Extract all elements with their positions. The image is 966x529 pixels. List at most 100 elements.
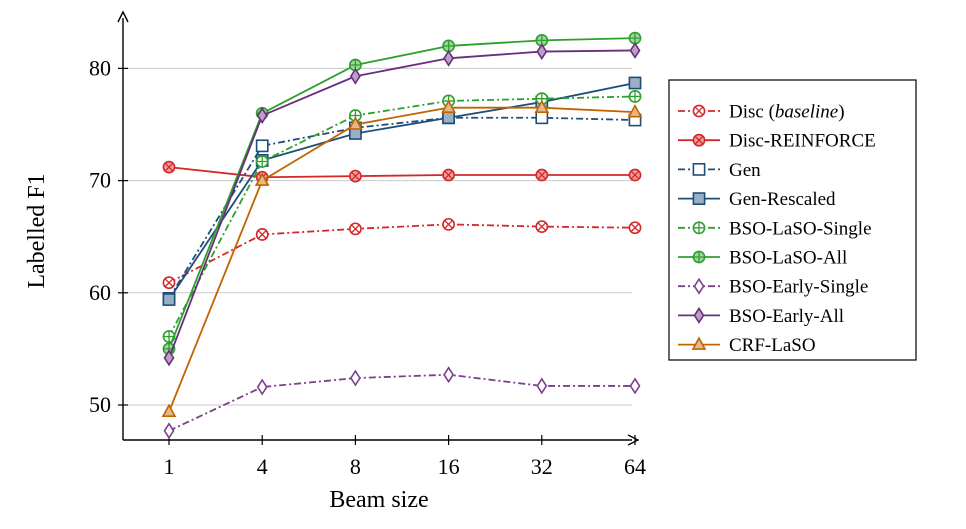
- data-point-disc-reinforce: [162, 160, 176, 174]
- legend-label: BSO-LaSO-All: [729, 248, 847, 269]
- data-point-bso-early-single: [163, 422, 175, 440]
- data-point-gen: [255, 139, 269, 153]
- legend-item-bso-laso-single: BSO-LaSO-Single: [678, 218, 872, 239]
- series-line-gen: [168, 116, 636, 299]
- series-line-bso-laso-all: [168, 37, 636, 350]
- legend-item-disc-reinforce: Disc-REINFORCE: [678, 131, 876, 152]
- legend: Disc (baseline) Disc-REINFORCE Gen Gen-Resc…: [668, 79, 917, 361]
- series-bso-early-all: [163, 41, 641, 367]
- data-point-crf-laso: [254, 172, 270, 186]
- legend-label: CRF-LaSO: [729, 335, 816, 356]
- series-crf-laso: [161, 99, 643, 418]
- x-ticks: 1 4 8 16 32 64: [164, 435, 646, 479]
- y-tick-label: 50: [89, 392, 111, 417]
- data-point-bso-early-single: [443, 366, 455, 384]
- x-tick-label: 32: [531, 454, 553, 479]
- x-tick-label: 16: [438, 454, 460, 479]
- data-point-bso-early-all: [163, 349, 175, 367]
- series-line-disc-baseline: [168, 223, 636, 284]
- data-point-disc-baseline: [535, 220, 549, 234]
- series-bso-laso-all: [162, 31, 642, 356]
- legend-items: Disc (baseline) Disc-REINFORCE Gen Gen-Resc…: [678, 102, 876, 356]
- legend-item-disc-baseline: Disc (baseline): [678, 102, 845, 123]
- legend-marker: [692, 104, 706, 118]
- y-axis-arrow: [117, 10, 129, 23]
- axes: [117, 10, 640, 446]
- legend-marker: [692, 250, 706, 264]
- legend-item-bso-laso-all: BSO-LaSO-All: [678, 248, 847, 269]
- data-point-bso-early-all: [443, 49, 455, 67]
- data-point-gen-rescaled: [162, 293, 176, 306]
- data-point-disc-baseline: [348, 222, 362, 236]
- series-line-bso-early-all: [168, 49, 636, 359]
- series-line-bso-laso-single: [168, 95, 636, 337]
- gridlines: [123, 67, 632, 406]
- legend-label: BSO-LaSO-Single: [729, 218, 872, 239]
- legend-marker: [692, 192, 706, 205]
- y-tick-label: 70: [89, 168, 111, 193]
- data-point-disc-reinforce: [442, 168, 455, 182]
- legend-label: Disc-REINFORCE: [729, 131, 876, 152]
- legend-item-gen-rescaled: Gen-Rescaled: [678, 189, 836, 210]
- series-gen: [162, 111, 642, 305]
- series-line-bso-early-single: [168, 373, 635, 432]
- legend-marker: [692, 133, 706, 147]
- data-point-bso-early-single: [256, 378, 268, 396]
- legend-marker: [693, 277, 705, 295]
- data-point-bso-early-single: [536, 377, 548, 395]
- data-point-bso-laso-single: [628, 90, 642, 103]
- x-axis-title: Beam size: [329, 487, 428, 513]
- legend-marker: [692, 221, 706, 235]
- data-point-disc-reinforce: [348, 169, 362, 183]
- data-point-bso-early-all: [629, 41, 641, 59]
- x-axis-arrow: [627, 434, 640, 446]
- data-point-disc-baseline: [628, 221, 642, 235]
- data-point-disc-baseline: [255, 228, 269, 241]
- series-disc-reinforce: [162, 160, 642, 184]
- data-point-bso-early-all: [256, 107, 268, 125]
- series-line-disc-reinforce: [168, 166, 635, 179]
- legend-item-gen: Gen: [678, 160, 761, 181]
- x-tick-label: 8: [350, 454, 361, 479]
- data-point-bso-early-all: [536, 43, 548, 61]
- y-axis-title: Labelled F1: [24, 173, 50, 288]
- legend-item-crf-laso: CRF-LaSO: [678, 335, 816, 356]
- y-tick-label: 80: [89, 55, 111, 80]
- data-point-crf-laso: [441, 99, 456, 113]
- data-point-disc-reinforce: [628, 168, 642, 182]
- legend-label: Gen-Rescaled: [729, 189, 836, 210]
- legend-marker: [691, 336, 707, 350]
- data-point-bso-early-single: [629, 377, 641, 395]
- data-point-bso-laso-single: [255, 155, 269, 168]
- legend-item-bso-early-single: BSO-Early-Single: [678, 277, 868, 298]
- data-point-gen-rescaled: [442, 111, 455, 125]
- y-ticks: 50 60 70 80: [89, 55, 128, 417]
- data-point-disc-baseline: [442, 217, 455, 231]
- legend-box: [668, 79, 917, 361]
- data-point-disc-reinforce: [535, 168, 549, 182]
- data-point-gen: [535, 111, 549, 125]
- data-point-crf-laso: [161, 403, 177, 418]
- legend-item-bso-early-all: BSO-Early-All: [678, 306, 844, 327]
- legend-marker: [693, 306, 705, 324]
- series-bso-early-single: [163, 366, 641, 440]
- data-point-crf-laso: [348, 116, 363, 130]
- legend-label: Disc (baseline): [729, 102, 845, 123]
- data-point-bso-early-all: [349, 67, 361, 85]
- series-layer: [161, 31, 643, 440]
- legend-label: BSO-Early-All: [729, 306, 844, 327]
- data-point-gen-rescaled: [628, 76, 642, 90]
- data-point-crf-laso: [627, 103, 643, 118]
- legend-label: Gen: [729, 160, 761, 181]
- y-tick-label: 60: [89, 280, 111, 305]
- legend-marker: [692, 163, 706, 176]
- x-tick-label: 1: [164, 454, 175, 479]
- x-tick-label: 4: [257, 454, 268, 479]
- data-point-crf-laso: [534, 99, 550, 113]
- data-point-bso-early-single: [349, 369, 361, 387]
- data-point-disc-baseline: [162, 276, 176, 290]
- series-line-crf-laso: [168, 106, 636, 413]
- legend-label: BSO-Early-Single: [729, 277, 868, 298]
- x-tick-label: 64: [624, 454, 646, 479]
